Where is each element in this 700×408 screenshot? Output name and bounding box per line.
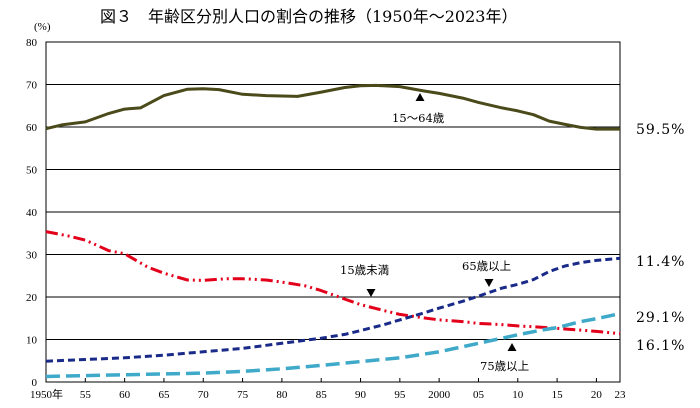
series-line-3	[45, 311, 621, 379]
series-line-2	[45, 256, 621, 363]
series-annotations: 59.5% 11.4% 29.1% 16.1% 15～64歳 15歳未満 65歳以上 75歳以…	[340, 93, 685, 373]
grid-lines	[46, 41, 620, 340]
x-tick-label-2005: 05	[473, 389, 485, 401]
y-tick-label-0: 0	[32, 377, 38, 389]
y-tick-label-20: 20	[26, 292, 38, 304]
series-pointer-arrow-2	[484, 279, 494, 287]
x-tick-label-1955: 55	[80, 389, 92, 401]
y-tick-label-50: 50	[26, 165, 38, 177]
x-tick-label-1965: 65	[158, 389, 170, 401]
x-tick-label-2015: 15	[552, 389, 564, 401]
y-tick-label-60: 60	[26, 122, 38, 134]
series-label-1: 15歳未満	[340, 263, 389, 277]
x-tick-label-1980: 80	[276, 389, 288, 401]
plot-frame	[45, 41, 621, 383]
y-tick-label-70: 70	[26, 80, 38, 92]
end-value-label-0: 59.5%	[636, 122, 685, 138]
series-label-0: 15～64歳	[392, 111, 445, 125]
x-tick-label-2020: 20	[591, 389, 603, 401]
x-tick-label-2010: 10	[512, 389, 524, 401]
x-tick-label-1995: 95	[394, 389, 406, 401]
x-tick-label-2000: 2000	[428, 389, 451, 401]
x-tick-label-1985: 85	[316, 389, 328, 401]
x-tick-label-1960: 60	[119, 389, 131, 401]
x-tick-label-1990: 90	[355, 389, 367, 401]
x-tick-label-2023: 23	[615, 389, 627, 401]
x-tick-label-1975: 75	[237, 389, 249, 401]
chart-title: 図３ 年齢区分別人口の割合の推移（1950年～2023年）	[100, 7, 517, 26]
y-tick-label-40: 40	[26, 207, 38, 219]
y-axis-unit-label: (%)	[34, 21, 51, 33]
series-pointer-arrow-0	[415, 93, 425, 101]
y-tick-label-30: 30	[26, 250, 38, 262]
y-tick-label-80: 80	[26, 37, 38, 49]
y-tick-label-10: 10	[26, 335, 38, 347]
series-pointer-arrow-3	[507, 343, 517, 351]
x-tick-label-1950: 1950年	[30, 387, 63, 401]
axes	[45, 41, 621, 383]
series-lines	[45, 83, 621, 379]
series-line-0	[45, 83, 620, 131]
end-value-label-3: 16.1%	[636, 338, 685, 354]
series-pointer-arrow-1	[366, 289, 376, 297]
end-value-label-1: 11.4%	[636, 254, 685, 270]
tick-labels: 0 10 20 30 40 50 60 70 80 1950年 55 60 65 70 75 80 85 90 95…	[26, 37, 626, 401]
series-line-1	[45, 230, 621, 336]
x-tick-label-1970: 70	[198, 389, 210, 401]
end-value-label-2: 29.1%	[636, 310, 685, 326]
series-label-3: 75歳以上	[480, 359, 529, 373]
series-label-2: 65歳以上	[462, 259, 511, 273]
